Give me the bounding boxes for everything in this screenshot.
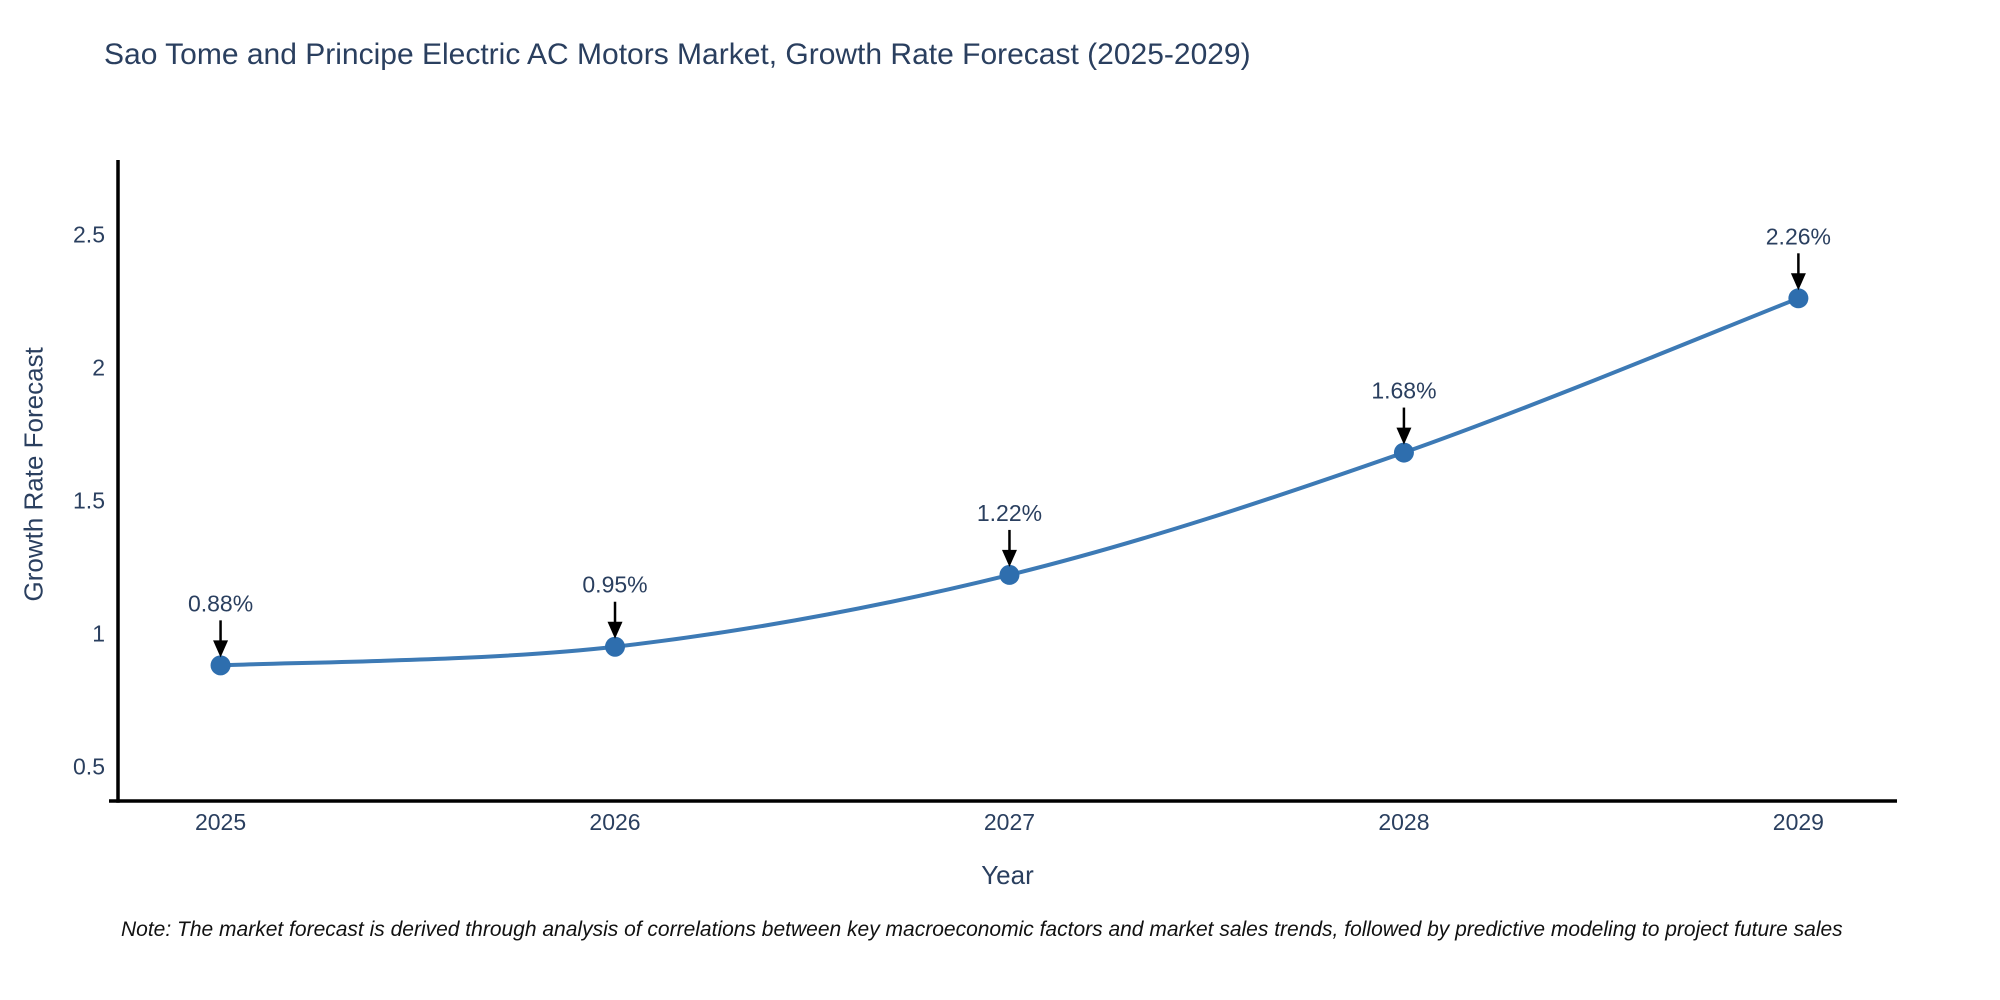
x-axis-title: Year [981,860,1034,890]
annotation-arrow-head [1790,273,1806,291]
annotation-arrow-head [1001,549,1017,567]
annotation-arrow-head [213,640,229,658]
trend-line [218,296,1801,668]
annotation-label: 0.88% [188,590,253,616]
x-tick-label: 2029 [1773,809,1824,835]
annotation-label: 2.26% [1766,223,1831,249]
annotation-label: 0.95% [582,572,647,598]
y-tick-label: 1.5 [73,487,105,513]
x-tick-label: 2028 [1378,809,1429,835]
annotation-arrow-head [607,621,623,639]
data-point[interactable] [999,564,1020,585]
data-point[interactable] [1788,288,1809,309]
y-tick-label: 1 [92,620,105,646]
y-axis-title: Growth Rate Forecast [18,347,49,602]
annotation-label: 1.22% [977,500,1042,526]
x-tick-label: 2025 [195,809,246,835]
y-tick-label: 0.5 [73,753,105,779]
data-point[interactable] [1393,442,1414,463]
chart-title: Sao Tome and Principe Electric AC Motors… [104,38,1251,71]
data-point[interactable] [210,655,231,676]
annotation-label: 1.68% [1371,378,1436,404]
annotation-arrow-head [1396,427,1412,445]
y-tick-label: 2 [92,355,105,381]
x-tick-label: 2027 [984,809,1035,835]
data-point[interactable] [605,636,626,657]
x-tick-label: 2026 [589,809,640,835]
y-tick-label: 2.5 [73,222,105,248]
methodology-note: Note: The market forecast is derived thr… [121,918,1843,941]
